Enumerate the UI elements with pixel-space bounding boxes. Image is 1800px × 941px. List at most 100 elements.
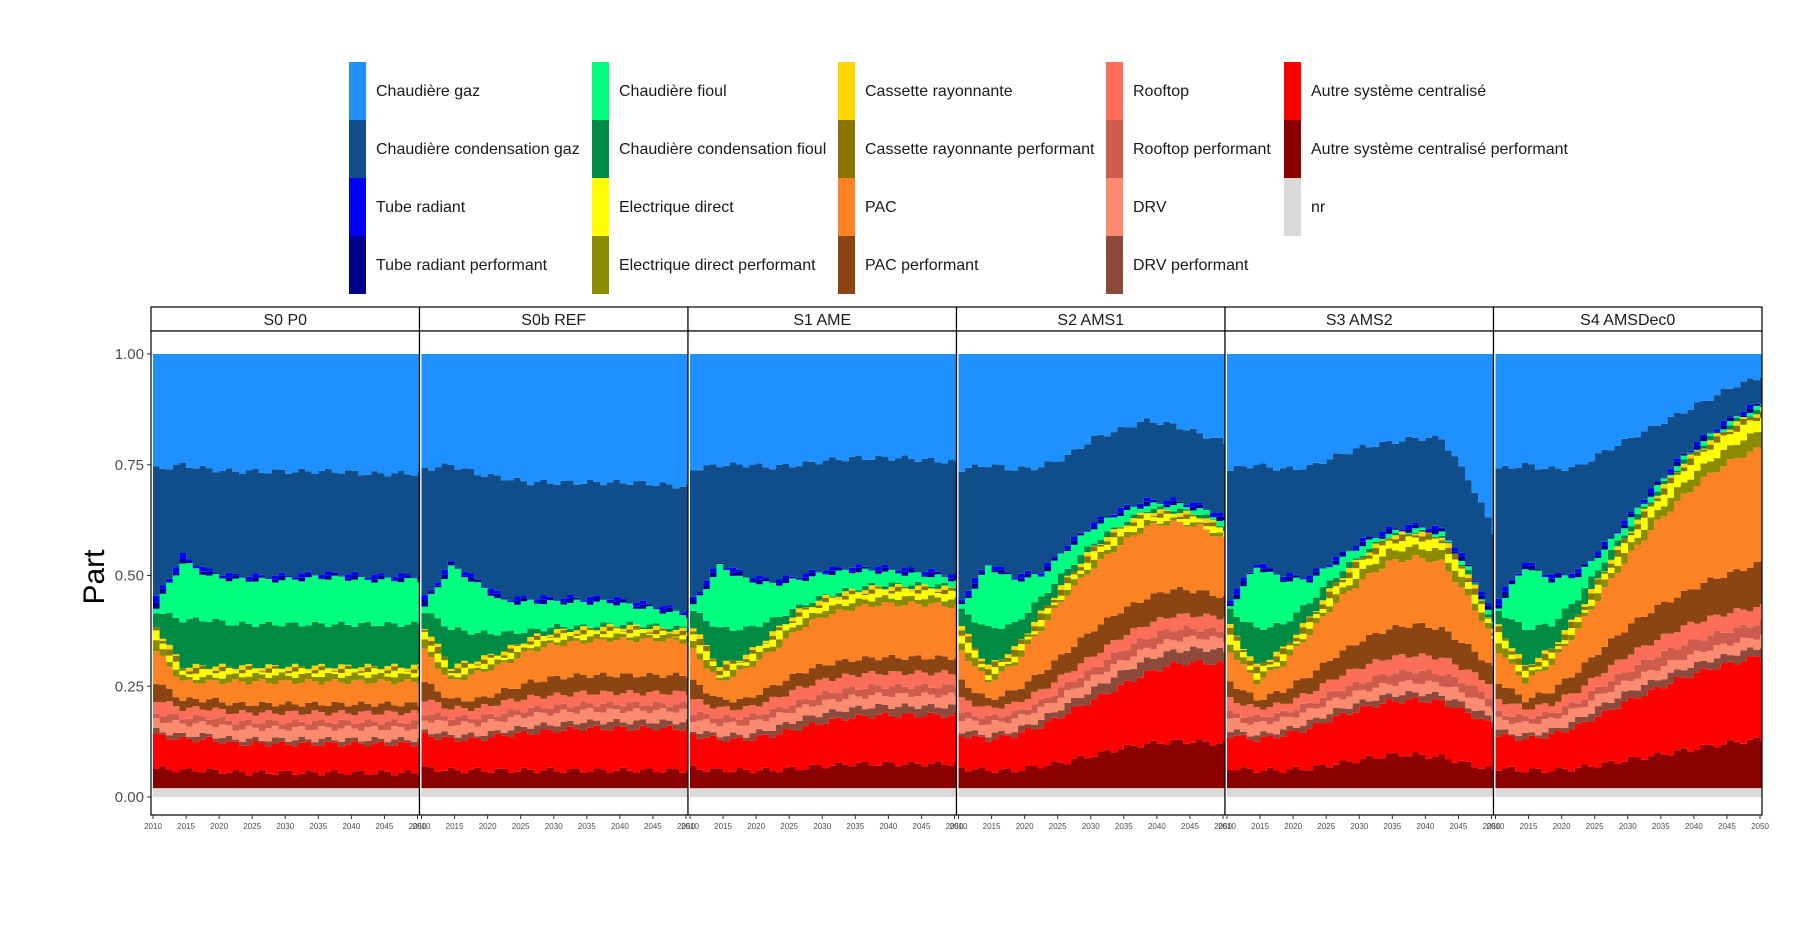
legend-label: Cassette rayonnante performant [865, 141, 1095, 158]
legend-label: Chaudière gaz [376, 83, 480, 100]
area-chaudiere-condensation-fioul [958, 506, 1225, 665]
legend-label: Autre système centralisé [1311, 83, 1486, 100]
x-tick-label: 2020 [479, 822, 497, 831]
legend-label: nr [1311, 199, 1326, 216]
area-rooftop [1227, 653, 1494, 718]
legend-label: Cassette rayonnante [865, 83, 1013, 100]
facet-title: S3 AMS2 [1326, 312, 1393, 329]
area-chaudiere-condensation-fioul [1495, 404, 1762, 666]
area-pac-performant [690, 654, 957, 711]
legend-key [838, 236, 855, 294]
area-drv [1227, 680, 1494, 737]
area-tube-radiant [421, 560, 688, 615]
area-nr [421, 788, 688, 797]
x-tick-label: 2025 [1049, 822, 1067, 831]
x-tick-label: 2010 [144, 822, 162, 831]
x-tick-label: 2040 [611, 822, 629, 831]
legend-label: Rooftop performant [1133, 141, 1271, 158]
area-pac [153, 651, 420, 707]
x-tick-label: 2025 [1586, 822, 1604, 831]
legend-key [592, 178, 609, 236]
area-rooftop [690, 670, 957, 720]
area-drv [1495, 634, 1762, 736]
area-autre-systeme-centralise [1495, 656, 1762, 773]
area-autre-systeme-centralise-performant [690, 761, 957, 789]
area-electrique-direct [690, 588, 957, 678]
area-drv-performant [153, 727, 420, 747]
x-tick-label: 2030 [813, 822, 831, 831]
y-axis-title: Part [78, 549, 111, 605]
area-pac [421, 637, 688, 702]
facet-title: S0b REF [521, 312, 586, 329]
legend-label: PAC [865, 199, 897, 216]
x-tick-label: 2040 [1148, 822, 1166, 831]
x-tick-label: 2015 [983, 822, 1001, 831]
x-tick-label: 2010 [413, 822, 431, 831]
x-tick-label: 2035 [1652, 822, 1670, 831]
area-autre-systeme-centralise-performant [958, 739, 1225, 789]
area-pac-performant [958, 586, 1225, 709]
x-tick-label: 2010 [1218, 822, 1236, 831]
legend-label: Tube radiant [376, 199, 466, 216]
area-drv-performant [1495, 647, 1762, 741]
x-tick-label: 2040 [879, 822, 897, 831]
x-tick-label: 2045 [1450, 822, 1468, 831]
y-tick-label: 0.75 [115, 457, 144, 474]
area-autre-systeme-centralise [1227, 697, 1494, 773]
area-autre-systeme-centralise-performant [1227, 752, 1494, 789]
area-rooftop-performant [153, 713, 420, 731]
area-autre-systeme-centralise [421, 725, 688, 774]
legend-item-chaudiere-gaz: Chaudière gaz [349, 62, 480, 120]
legend-item-drv: DRV [1106, 178, 1167, 236]
facet-strip [1492, 306, 1763, 332]
area-chaudiere-gaz [1495, 354, 1762, 471]
legend-item-electrique-direct: Electrique direct [592, 178, 734, 236]
legend-key [592, 236, 609, 294]
legend-label: DRV performant [1133, 257, 1249, 274]
area-pac [958, 520, 1225, 700]
x-tick-label: 2035 [846, 822, 864, 831]
x-tick-label: 2025 [1317, 822, 1335, 831]
legend-item-pac: PAC [838, 178, 897, 236]
legend-item-nr: nr [1284, 178, 1326, 236]
x-tick-label: 2050 [1483, 822, 1501, 831]
facet-title: S2 AMS1 [1057, 312, 1124, 329]
area-electrique-direct [958, 513, 1225, 680]
area-rooftop-performant [421, 701, 688, 727]
facet-panel-s4-amsdec0: S4 AMSDec0 2010 2015 2020 2025 2030 2035 2040 20… [1487, 306, 1769, 831]
x-tick-label: 2040 [342, 822, 360, 831]
area-drv [958, 635, 1225, 738]
x-tick-label: 2030 [545, 822, 563, 831]
legend-item-autre-systeme-centralise-performant: Autre système centralisé performant [1284, 120, 1569, 178]
legend-key [1106, 178, 1123, 236]
x-tick-label: 2050 [409, 822, 427, 831]
legend-label: Chaudière condensation fioul [619, 141, 826, 158]
legend-key [1106, 236, 1123, 294]
area-chaudiere-condensation-fioul [1227, 529, 1494, 664]
area-rooftop-performant [1227, 669, 1494, 725]
facet-title: S0 P0 [263, 312, 307, 329]
legend-item-tube-radiant-performant: Tube radiant performant [349, 236, 548, 294]
facet-panels: S0 P0 2010 2015 2020 2025 2030 2035 2040 2045 205… [144, 306, 1769, 831]
legend-key [592, 120, 609, 178]
facet-panel-s0b-ref: S0b REF 2010 2015 2020 2025 2030 2035 2040 2045 2… [413, 306, 695, 831]
area-autre-systeme-centralise-performant [153, 766, 420, 789]
legend-item-chaudiere-condensation-fioul: Chaudière condensation fioul [592, 120, 826, 178]
facet-panel-s1-ame: S1 AME 2010 2015 2020 2025 2030 2035 2040 2045 20… [681, 306, 964, 831]
area-chaudiere-fioul [690, 564, 957, 631]
x-tick-label: 2030 [1350, 822, 1368, 831]
x-tick-label: 2030 [1082, 822, 1100, 831]
facet-strip [955, 306, 1226, 332]
area-drv [153, 718, 420, 743]
area-chaudiere-condensation-gaz [958, 418, 1225, 600]
area-drv-performant [1227, 690, 1494, 742]
area-tube-radiant-performant [1227, 524, 1494, 622]
x-tick-label: 2045 [913, 822, 931, 831]
area-chaudiere-fioul [153, 563, 420, 627]
legend-label: Electrique direct [619, 199, 734, 216]
legend-key [349, 120, 366, 178]
area-chaudiere-condensation-gaz [153, 462, 420, 596]
area-chaudiere-condensation-gaz [1495, 377, 1762, 599]
